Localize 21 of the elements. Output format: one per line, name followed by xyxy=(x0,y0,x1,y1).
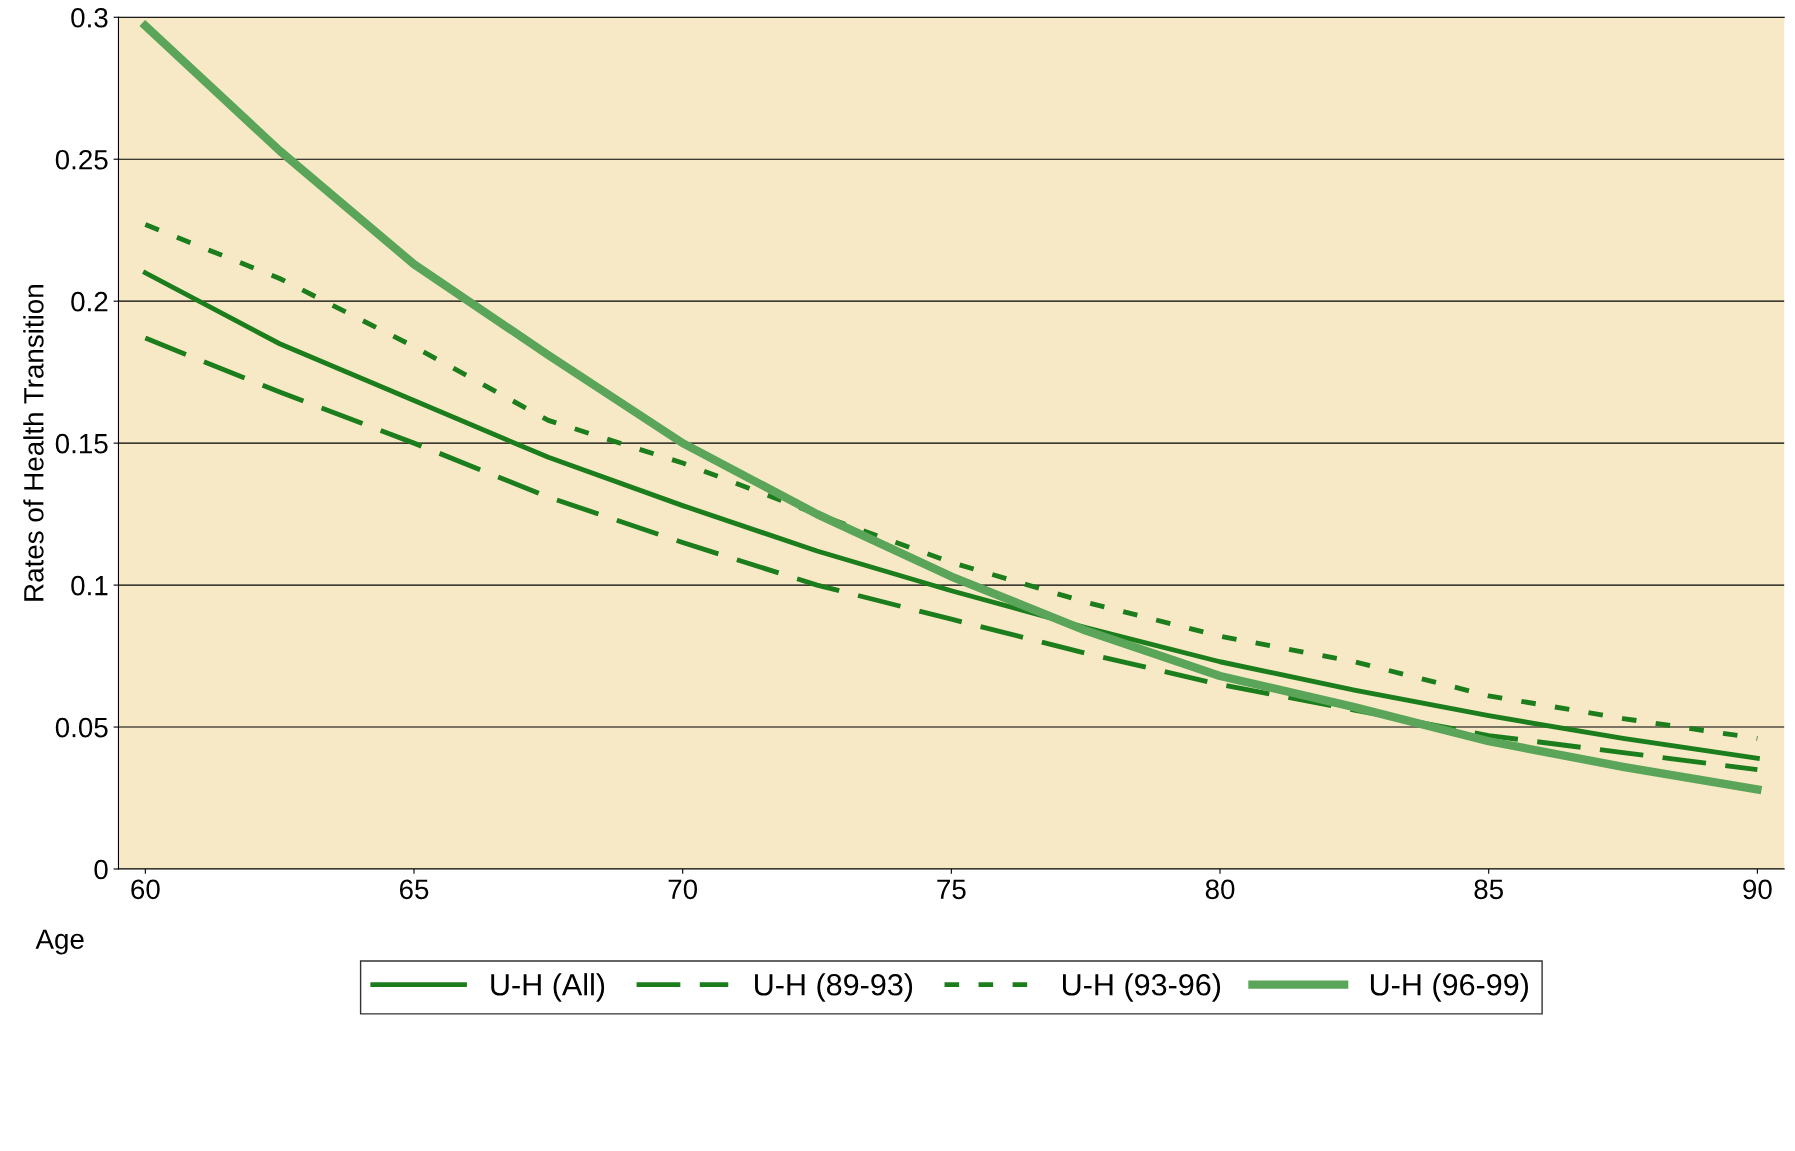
x-tick-label: 65 xyxy=(399,879,429,900)
x-tick-label: 70 xyxy=(668,879,698,900)
x-tick-label: 80 xyxy=(1205,879,1235,900)
legend-label: U-H (All) xyxy=(491,973,605,1002)
legend-label: U-H (93-96) xyxy=(1063,973,1221,1002)
y-tick-label: 0.25 xyxy=(55,149,108,170)
y-axis-title: Rates of Health Transition xyxy=(23,285,44,601)
line-series xyxy=(142,335,1760,773)
x-tick-label: 75 xyxy=(937,879,966,900)
y-tick-label: 0.3 xyxy=(71,7,108,28)
y-tick-label: 0 xyxy=(94,859,108,880)
x-tick-label: 85 xyxy=(1474,879,1503,900)
y-tick-label: 0.15 xyxy=(55,433,108,454)
x-tick-label: 90 xyxy=(1743,879,1772,900)
y-tick-label: 0.2 xyxy=(71,291,108,312)
legend-label: U-H (89-93) xyxy=(755,973,913,1002)
x-tick-label: 60 xyxy=(131,879,160,900)
legend-label: U-H (96-99) xyxy=(1370,973,1528,1002)
y-tick-label: 0.1 xyxy=(71,575,108,596)
x-axis-title: Age xyxy=(35,929,84,955)
y-tick-label: 0.05 xyxy=(55,717,108,738)
